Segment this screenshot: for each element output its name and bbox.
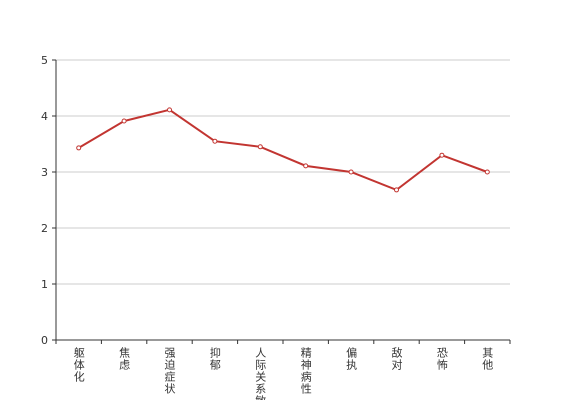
point [439,152,445,158]
x-tick-label: 抑郁 [208,346,221,371]
x-tick-label: 人际关系敏感 [254,347,267,400]
point [348,169,354,175]
y-tick-label: 4 [41,110,48,123]
point [212,138,218,144]
point [121,118,127,124]
x-tick-label: 躯体化 [72,347,85,383]
x-tick-label: 恐怖 [435,347,448,371]
x-tick-label: 其他 [481,347,494,371]
y-tick-label: 3 [41,166,48,179]
x-tick-label: 偏执 [345,346,358,371]
x-tick-label: 焦虑 [118,347,131,371]
point [484,169,490,175]
point [76,145,82,151]
y-tick-label: 1 [41,278,48,291]
line [78,108,488,192]
x-tick-label: 敌对 [390,346,403,371]
x-tick-label: 强迫症状 [163,347,176,395]
y-tick-label: 2 [41,222,48,235]
y-tick-label: 5 [41,54,48,67]
x-tick-label: 精神病性 [299,347,312,395]
point [257,144,263,150]
point [394,187,399,193]
point [167,107,172,113]
point [303,163,309,169]
y-tick-label: 0 [41,334,48,347]
